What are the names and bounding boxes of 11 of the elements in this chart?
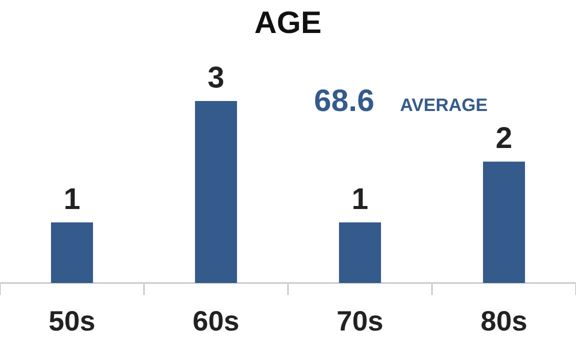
annotation: 68.6 — [314, 83, 374, 118]
data-label: 1 — [352, 182, 368, 216]
x-tick-label: 60s — [192, 306, 240, 336]
chart-title: AGE — [254, 5, 322, 40]
data-label: 2 — [496, 122, 512, 156]
annotation: AVERAGE — [400, 95, 488, 115]
x-tick-label: 70s — [336, 306, 384, 336]
data-label: 3 — [208, 61, 224, 94]
x-tick-label: 50s — [48, 306, 96, 336]
x-tick-label: 80s — [480, 306, 528, 336]
data-label: 1 — [64, 182, 80, 216]
